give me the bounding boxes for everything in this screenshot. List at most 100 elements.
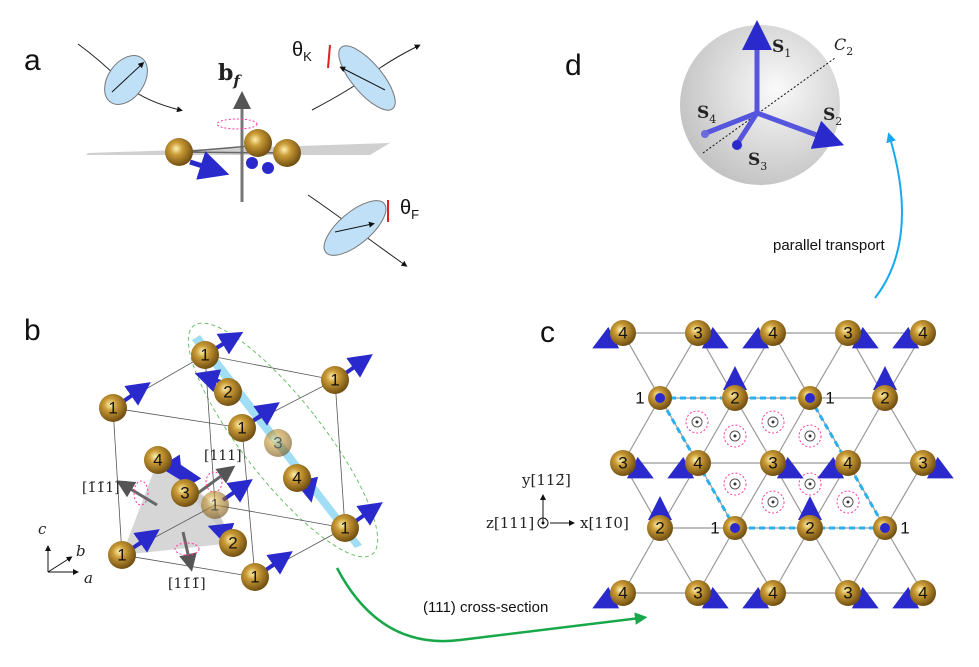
reflected-light: θK	[292, 39, 421, 111]
chirality-icon	[723, 472, 747, 496]
atom-label: 2	[805, 519, 814, 538]
atom: 1	[228, 414, 256, 442]
atom-label: 4	[153, 451, 162, 470]
atom: 4	[835, 450, 861, 476]
atom-sphere	[321, 366, 349, 394]
chirality-icon	[761, 410, 785, 434]
atom-label: 1	[210, 496, 219, 515]
atom-sphere	[331, 514, 359, 542]
atom-sphere	[685, 580, 711, 606]
atom: 1	[798, 386, 835, 410]
kerr-rotation-icon	[327, 44, 331, 69]
atom-label: 2	[228, 534, 237, 553]
atom: 3	[835, 580, 861, 606]
panel-label-d: d	[565, 49, 582, 82]
atom-label: 3	[843, 324, 852, 343]
axis-c-label: c	[38, 520, 47, 538]
atom-label: 3	[768, 454, 777, 473]
atom: 3	[910, 450, 936, 476]
atom-label: 3	[618, 454, 627, 473]
atom: 2	[647, 515, 673, 541]
kerr-angle-label: θK	[292, 39, 312, 64]
atom: 4	[685, 450, 711, 476]
atom-label: 1	[108, 399, 117, 418]
atom: 1	[108, 541, 136, 569]
atom-label: 3	[273, 434, 282, 453]
atom: 1	[201, 491, 229, 519]
direction-arrows	[116, 465, 236, 572]
lattice-plane	[86, 143, 390, 155]
spin-label-2: S2	[823, 105, 842, 128]
atom: 3	[610, 450, 636, 476]
atom: 4	[144, 446, 172, 474]
plane-outline	[187, 322, 379, 558]
atom-sphere	[108, 541, 136, 569]
panel-label-b: b	[24, 314, 41, 347]
atom-label: 3	[693, 584, 702, 603]
atom-sphere	[99, 394, 127, 422]
spin-label-1: S1	[772, 37, 791, 60]
axis-a-label: a	[84, 569, 93, 587]
atom-sphere	[760, 580, 786, 606]
spin-vectors	[705, 20, 845, 149]
atom-sphere	[610, 580, 636, 606]
spin-label-4: S4	[697, 103, 716, 126]
c2-label: C2	[834, 35, 853, 58]
atom: 4	[610, 320, 636, 346]
atom-label: 1	[237, 419, 246, 438]
spin-out-of-plane-icon	[805, 393, 815, 403]
atom-label: 1	[900, 519, 909, 538]
atom-label: 4	[768, 584, 777, 603]
atom: 4	[910, 580, 936, 606]
atom-sphere	[760, 450, 786, 476]
atom: 1	[873, 516, 910, 540]
atom	[273, 139, 301, 167]
atom: 4	[610, 580, 636, 606]
faraday-angle-label: θF	[400, 197, 419, 222]
atom: 3	[171, 479, 199, 507]
spin-arrow	[262, 162, 274, 174]
cross-section-label: (111) cross-section	[423, 599, 548, 616]
atom-label: 1	[710, 519, 719, 538]
atom-label: 3	[843, 584, 852, 603]
chirality-icon	[798, 472, 822, 496]
panel-label-a: a	[24, 44, 41, 77]
chirality-icon	[723, 424, 747, 448]
atom-label: 4	[618, 324, 627, 343]
atom-label: 1	[825, 389, 834, 408]
atom-sphere	[910, 320, 936, 346]
atom-sphere	[910, 580, 936, 606]
spin-labels: S1 S2 S3 S4	[697, 37, 842, 173]
atom-sphere	[835, 580, 861, 606]
atom: 2	[214, 378, 242, 406]
atom: 4	[760, 580, 786, 606]
direction-label: [1̄1̄1]	[82, 480, 120, 496]
atom-label: 1	[250, 568, 259, 587]
atom-sphere	[610, 450, 636, 476]
atom-sphere	[760, 320, 786, 346]
axes-triad-c: y[112̄] z[111] x[11̄0]	[486, 471, 629, 532]
atom	[244, 129, 272, 157]
atom-label: 2	[730, 389, 739, 408]
atom: 1	[321, 366, 349, 394]
atom-sphere	[835, 450, 861, 476]
atom-label: 4	[918, 584, 927, 603]
atom-label: 1	[200, 346, 209, 365]
atom: 3	[264, 429, 292, 457]
atom-label: 4	[618, 584, 627, 603]
atom-label: 4	[693, 454, 702, 473]
atom-label: 3	[180, 484, 189, 503]
atom-label: 2	[655, 519, 664, 538]
chirality-icon	[836, 490, 860, 514]
chirality-loop	[216, 118, 258, 130]
incident-light	[77, 43, 183, 113]
atom	[165, 138, 193, 166]
axes-triad: c b a	[38, 520, 93, 587]
atom-sphere	[685, 320, 711, 346]
atom-sphere	[144, 446, 172, 474]
axis-z-label: z[111]	[486, 514, 534, 532]
atom: 4	[283, 464, 311, 492]
c2-axis	[702, 57, 836, 154]
chirality-loops	[133, 471, 223, 556]
